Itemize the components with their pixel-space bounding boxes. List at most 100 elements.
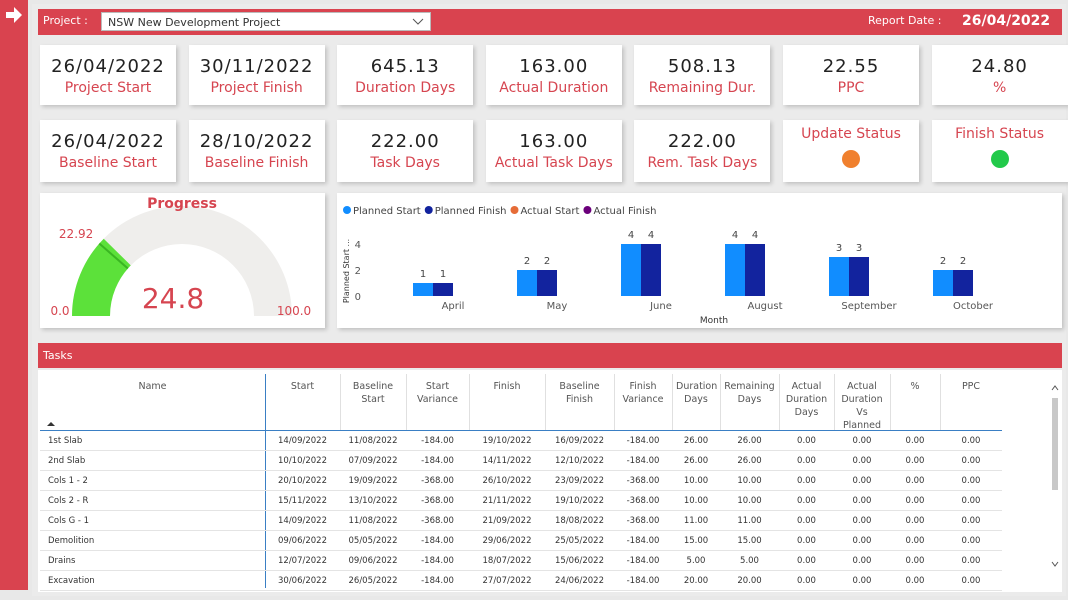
table-cell: 19/10/2022 [469,431,545,451]
table-cell: 10.00 [672,471,720,491]
table-cell: 19/09/2022 [340,471,406,491]
kpi-label: Actual Duration [499,80,609,96]
table-cell: 11/08/2022 [340,431,406,451]
column-divider [614,374,615,430]
table-cell: 0.00 [834,451,890,471]
scroll-up[interactable] [1050,384,1060,392]
table-cell: 23/09/2022 [545,471,614,491]
table-cell: 15.00 [672,531,720,551]
column-header: Remaining Days [724,381,775,405]
bar [829,257,849,296]
table-cell: -184.00 [614,531,672,551]
kpi-card: 26/04/2022 Project Start [40,45,176,105]
project-label: Project : [43,14,88,27]
legend-marker [343,206,351,214]
column-header: Finish [493,381,521,392]
header-rule [40,430,1002,431]
tasks-table: Name Start Baseline Start Start Variance Fin… [38,370,1062,592]
table-cell: -184.00 [406,551,469,571]
scroll-down[interactable] [1050,560,1060,568]
table-cell: 0.00 [940,471,1002,491]
table-cell: 0.00 [890,571,940,591]
kpi-label: Project Finish [210,80,303,96]
bar [933,270,953,296]
kpi-card: 22.55 PPC [783,45,919,105]
gauge-target [98,242,129,270]
column-header: Name [138,381,167,392]
tasks-title: Tasks [38,343,1062,368]
scrollbar[interactable] [1052,398,1058,490]
table-cell: Cols 2 - R [40,491,265,511]
x-tick-label: April [442,301,465,312]
kpi-card: 222.00 Task Days [337,120,474,182]
table-cell: 11.00 [720,511,779,531]
table-cell: -184.00 [614,551,672,571]
table-cell: 26/10/2022 [469,471,545,491]
data-label: 3 [836,243,842,254]
table-cell: 14/09/2022 [265,511,340,531]
table-cell: 09/06/2022 [340,551,406,571]
column-divider [469,374,470,430]
table-cell: 0.00 [779,471,834,491]
bar-chart: Planned Start Planned Finish Actual Start A… [342,206,994,326]
kpi-value: 508.13 [667,56,737,77]
column-divider [720,374,721,430]
bar [725,244,745,296]
kpi-label: Remaining Dur. [648,80,757,96]
bar [641,244,661,296]
x-tick-label: May [547,301,568,312]
legend-marker [583,206,592,214]
kpi-value: 222.00 [667,131,737,152]
data-label: 3 [856,243,862,254]
table-cell: 0.00 [940,551,1002,571]
kpi-card: 163.00 Actual Task Days [485,120,622,182]
table-cell: 0.00 [779,451,834,471]
table-cell: 24/06/2022 [545,571,614,591]
report-date-label: Report Date : [868,14,942,27]
table-cell: 0.00 [940,491,1002,511]
kpi-value: 24.80 [971,56,1028,77]
table-cell: -368.00 [614,491,672,511]
table-cell: 1st Slab [40,431,265,451]
x-axis-title: Month [700,316,728,326]
table-cell: 0.00 [779,511,834,531]
column-divider [890,374,891,430]
status-indicator [842,150,860,168]
project-dropdown[interactable]: NSW New Development Project [101,12,431,31]
column-header: Baseline Start [352,381,394,405]
table-cell: Cols 1 - 2 [40,471,265,491]
kpi-card: 24.80% [931,45,1068,105]
table-cell: 20.00 [720,571,779,591]
x-tick-label: August [748,301,783,312]
bar [413,283,433,296]
table-cell: 26.00 [720,451,779,471]
sort-icon[interactable] [46,420,56,428]
table-cell: -368.00 [406,471,469,491]
table-cell: 12/10/2022 [545,451,614,471]
column-divider [545,374,546,430]
chart-panel: Planned Start Planned Finish Actual Start A… [337,193,1062,328]
bar [849,257,869,296]
bar [745,244,765,296]
data-label: 1 [440,269,446,280]
arrow-icon[interactable] [0,0,28,30]
gauge-panel: 22.92 Progress 24.8 0.0 100.0 [40,193,325,328]
data-label: 4 [648,230,654,241]
table-cell: 21/09/2022 [469,511,545,531]
table-cell: 10.00 [720,471,779,491]
kpi-value: 30/11/2022 [199,56,314,77]
bar [953,270,973,296]
table-cell: 0.00 [890,491,940,511]
bar [537,270,557,296]
bar [621,244,641,296]
table-cell: 0.00 [834,491,890,511]
table-cell: -184.00 [614,571,672,591]
column-divider [940,374,941,430]
y-axis-title: Planned Start ... [342,239,351,303]
table-cell: -184.00 [406,571,469,591]
table-cell: 25/05/2022 [545,531,614,551]
table-cell: 0.00 [940,431,1002,451]
side-strip [0,0,28,590]
table-cell: 15/11/2022 [265,491,340,511]
